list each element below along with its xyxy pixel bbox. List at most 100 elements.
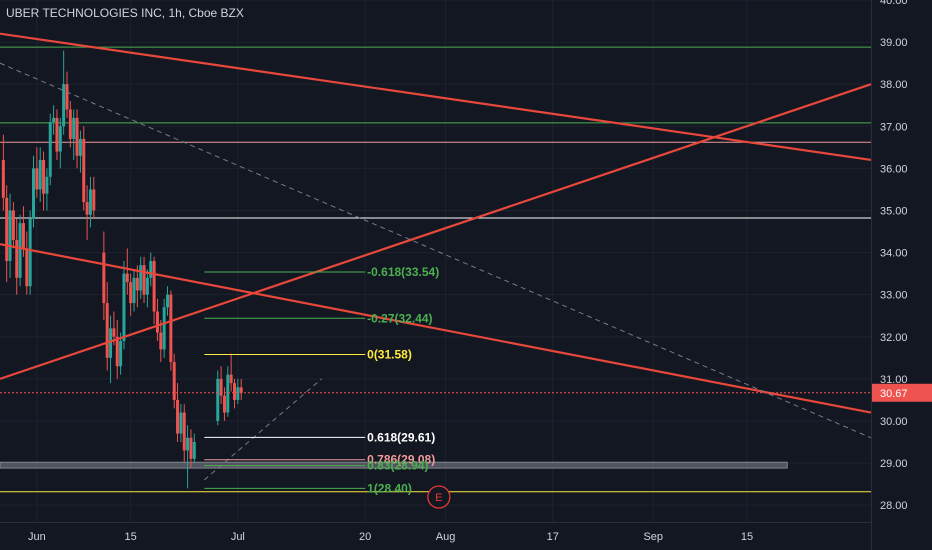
candle-body	[125, 273, 129, 283]
price-tick-label: 38.00	[880, 79, 908, 91]
fib-label: 0(31.58)	[367, 347, 412, 361]
candle-body	[38, 159, 42, 190]
time-tick-label: Jul	[231, 531, 245, 543]
price-tick-label: 34.00	[880, 248, 908, 260]
candle-body	[28, 218, 32, 287]
candle-body	[159, 332, 163, 350]
candle-body	[239, 387, 243, 393]
price-tick-label: 30.00	[880, 416, 908, 428]
time-tick-label: Sep	[643, 531, 663, 543]
time-axis[interactable]: Jun 15 Jul 20 Aug 17 Sep 15	[0, 522, 871, 550]
price-tick-label: 36.00	[880, 163, 908, 175]
candle-body	[42, 159, 46, 194]
candles	[1, 50, 243, 489]
candle-body	[115, 336, 119, 367]
candle-body	[176, 399, 180, 434]
candle-body	[18, 223, 22, 278]
candle-body	[5, 197, 9, 261]
price-tick-label: 35.00	[880, 205, 908, 217]
price-tick-label: 28.00	[880, 500, 908, 512]
candle-body	[15, 239, 19, 278]
time-tick-label: 17	[547, 531, 559, 543]
candle-body	[182, 412, 186, 451]
candle-body	[52, 117, 56, 123]
price-tick-label: 33.00	[880, 290, 908, 302]
time-tick-label: Jun	[28, 531, 46, 543]
candle-body	[21, 223, 25, 249]
candle-body	[186, 437, 190, 451]
trendline-rising	[0, 83, 872, 380]
candle-body	[32, 168, 35, 219]
price-axis[interactable]: 40.00 39.00 38.00 37.00 36.00 35.00 34.00 33.00…	[871, 0, 932, 550]
trendlines	[0, 32, 872, 481]
fib-retracement: -0.618(33.54) -0.27(32.44) 0(31.58) 0.618(2…	[204, 265, 439, 495]
candle-body	[129, 282, 133, 304]
last-price-label: 30.67	[880, 388, 908, 400]
fib-label: -0.27(32.44)	[367, 311, 432, 325]
trendline-dashed-lower	[204, 378, 322, 481]
candle-body	[48, 122, 52, 177]
price-tick-label: 39.00	[880, 37, 908, 49]
candle-body	[219, 378, 223, 396]
support-zone	[0, 461, 788, 469]
candle-body	[155, 311, 159, 333]
fib-label: 0.83(28.94)	[367, 459, 428, 473]
candle-body	[102, 252, 106, 304]
candle-body	[189, 437, 193, 459]
price-tick-label: 32.00	[880, 332, 908, 344]
candle-body	[55, 117, 59, 152]
candle-body	[142, 265, 146, 295]
candle-body	[226, 374, 230, 413]
candle-body	[85, 202, 89, 215]
candle-body	[45, 176, 49, 194]
candle-body	[112, 328, 116, 337]
candle-body	[68, 109, 72, 139]
candle-body	[192, 442, 196, 459]
candle-body	[172, 362, 176, 400]
candle-body	[82, 138, 86, 203]
fib-label: 0.618(29.61)	[367, 430, 435, 444]
price-tick-label: 29.00	[880, 458, 908, 470]
price-axis-background	[871, 0, 932, 550]
candle-body	[62, 84, 66, 127]
candle-body	[88, 189, 92, 215]
trendline-falling-lower	[0, 243, 872, 414]
time-tick-label: 20	[359, 531, 371, 543]
support-zone-box	[0, 461, 788, 469]
candle-body	[179, 412, 183, 434]
candle-body	[229, 374, 233, 384]
price-tick-label: 31.00	[880, 374, 908, 386]
candle-body	[162, 307, 166, 350]
event-marker-circle	[427, 485, 451, 509]
event-marker-label: E	[435, 492, 442, 504]
candle-body	[152, 261, 156, 312]
earnings-event[interactable]: E	[427, 485, 451, 509]
time-tick-label: 15	[741, 531, 753, 543]
price-tick-label: 37.00	[880, 121, 908, 133]
price-tick-label: 40.00	[880, 0, 908, 7]
candle-body	[25, 248, 29, 287]
candle-body	[35, 168, 39, 190]
candle-body	[135, 277, 139, 291]
candle-body	[216, 378, 220, 421]
fib-label: -0.618(33.54)	[367, 265, 439, 279]
candle-body	[109, 328, 113, 358]
time-axis-background	[0, 522, 871, 550]
candle-body	[222, 395, 226, 413]
candle-body	[139, 265, 143, 291]
time-tick-label: 15	[125, 531, 137, 543]
candle-body	[132, 277, 136, 304]
candle-body	[236, 387, 240, 400]
candle-body	[65, 84, 69, 110]
candle-body	[166, 294, 169, 308]
candle-body	[8, 210, 12, 261]
chart-title: UBER TECHNOLOGIES INC, 1h, Cboe BZX	[6, 6, 244, 20]
candle-body	[58, 126, 62, 152]
candle-body	[11, 210, 15, 240]
candle-body	[233, 383, 236, 400]
trendline-falling-upper	[0, 32, 872, 162]
candle-body	[92, 189, 96, 211]
time-tick-label: Aug	[436, 531, 456, 543]
last-price-badge	[872, 383, 932, 402]
